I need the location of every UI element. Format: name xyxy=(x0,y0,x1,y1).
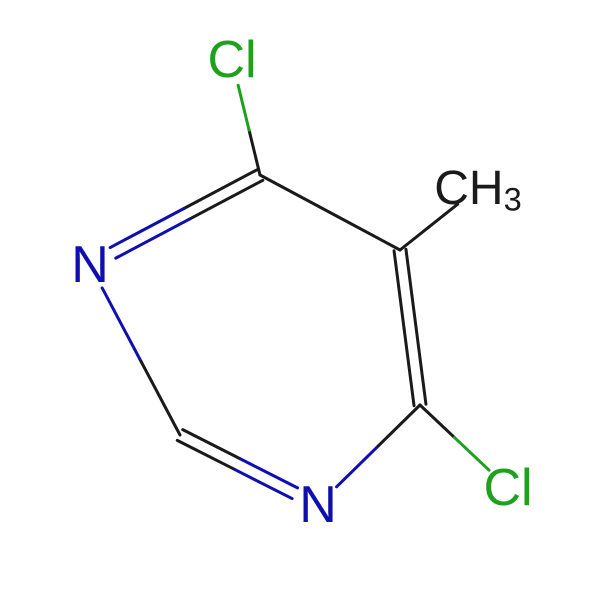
atom-label-CH3: CH3 xyxy=(434,162,521,218)
atom-label-N3: N xyxy=(299,476,337,534)
atom-label-N1: N xyxy=(71,236,109,294)
molecule-diagram: N N Cl CH3 Cl xyxy=(0,0,600,600)
atom-label-Cl6: Cl xyxy=(207,31,256,89)
atom-label-Cl4: Cl xyxy=(483,459,532,517)
